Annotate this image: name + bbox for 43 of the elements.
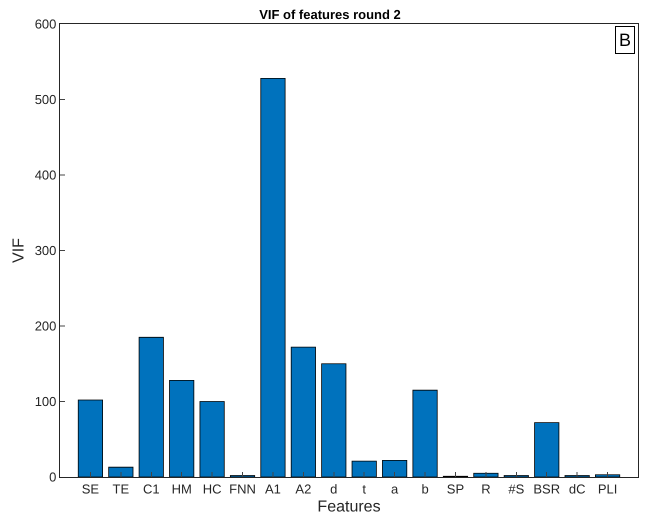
bar bbox=[108, 466, 134, 477]
y-tick-label: 400 bbox=[34, 168, 56, 183]
x-tick-label: PLI bbox=[598, 482, 618, 497]
x-tick-label: TE bbox=[112, 482, 130, 497]
x-tick-label: R bbox=[481, 482, 491, 497]
y-tick-label: 500 bbox=[34, 92, 56, 108]
bar bbox=[412, 390, 438, 477]
y-tick-label: 0 bbox=[49, 470, 56, 485]
bar bbox=[169, 380, 194, 477]
x-tick-label: FNN bbox=[229, 482, 256, 497]
annotation: B bbox=[619, 30, 632, 50]
chart-title: VIF of features round 2 bbox=[259, 7, 401, 22]
bar bbox=[78, 400, 103, 477]
x-tick-label: a bbox=[391, 482, 400, 497]
x-tick-label: dC bbox=[568, 482, 586, 497]
x-tick-label: BSR bbox=[533, 482, 560, 497]
y-tick-label: 300 bbox=[34, 243, 56, 258]
x-axis-title: Features bbox=[317, 498, 381, 516]
x-tick-label: #S bbox=[508, 482, 525, 497]
x-tick-label: A1 bbox=[264, 482, 281, 497]
y-tick-label: 100 bbox=[34, 394, 56, 410]
x-tick-label: d bbox=[330, 482, 338, 497]
bar bbox=[352, 460, 377, 477]
bar bbox=[534, 422, 560, 477]
x-tick-label: SE bbox=[82, 482, 100, 497]
y-axis-title: VIF bbox=[10, 238, 28, 263]
x-tick-label: C1 bbox=[142, 482, 160, 497]
y-tick-label: 600 bbox=[34, 16, 56, 32]
y-tick-label: 200 bbox=[34, 318, 56, 334]
bar bbox=[138, 336, 164, 477]
x-tick-label: b bbox=[421, 482, 429, 497]
bar bbox=[595, 474, 620, 477]
x-tick-label: SP bbox=[446, 482, 464, 497]
bar bbox=[290, 346, 316, 477]
bar bbox=[200, 401, 225, 477]
x-tick-label: t bbox=[362, 482, 366, 497]
bar bbox=[321, 363, 346, 477]
x-tick-label: HC bbox=[202, 482, 222, 497]
bar bbox=[260, 78, 286, 477]
x-tick-label: HM bbox=[172, 482, 192, 497]
x-tick-label: A2 bbox=[295, 482, 312, 497]
bar bbox=[382, 460, 408, 477]
bar bbox=[473, 472, 498, 477]
